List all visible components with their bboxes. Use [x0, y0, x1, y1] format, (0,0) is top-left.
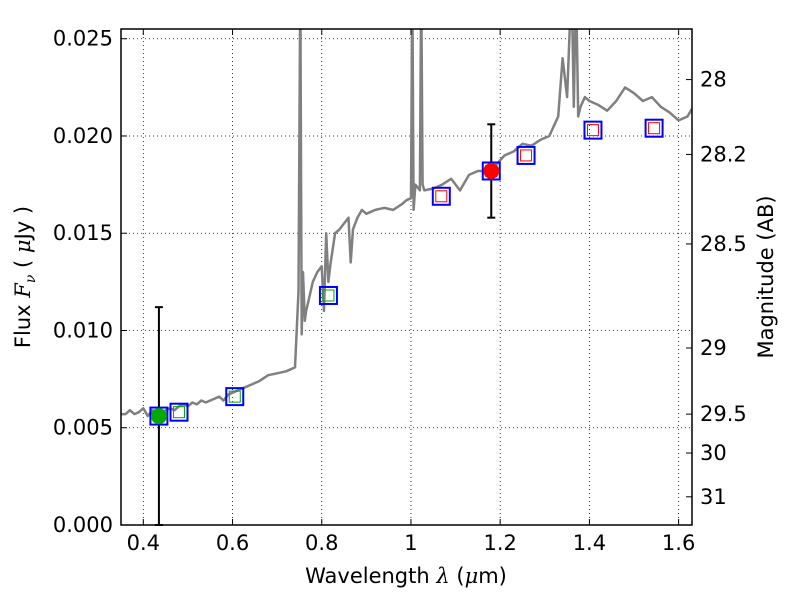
model-point-square [644, 118, 664, 138]
x-tick-label: 0.4 [127, 531, 160, 555]
observed-point [150, 408, 167, 425]
x-tick-label: 1.6 [662, 531, 695, 555]
model-point-square [169, 402, 189, 422]
y2-tick-label: 29 [700, 336, 727, 360]
x-tick-label: 0.8 [305, 531, 338, 555]
model-point-square [516, 145, 536, 165]
y2-tick-labels: 28 28.2 28.5 29 29.5 30 31 [700, 68, 747, 509]
model-point-square [583, 120, 603, 140]
y2-tick-label: 28.5 [700, 232, 747, 256]
x-tick-label: 1.4 [573, 531, 606, 555]
y-tick-label: 0.020 [53, 124, 113, 148]
y2-tick-label: 30 [700, 441, 727, 465]
model-point-inner [322, 289, 335, 302]
grid-lines [121, 29, 692, 526]
model-point-inner [172, 406, 185, 419]
model-point-inner [435, 190, 448, 203]
model-point-square [318, 285, 338, 305]
model-point-inner [228, 390, 241, 403]
model-point-inner [520, 149, 533, 162]
plot-frame [120, 28, 693, 526]
x-tick-label: 1.2 [483, 531, 516, 555]
model-point-inner [648, 122, 661, 135]
model-point-square [149, 406, 169, 426]
y-tick-label: 0.015 [53, 221, 113, 245]
y2-axis-label: Magnitude (AB) [754, 195, 778, 358]
y-tick-labels: 0.000 0.005 0.010 0.015 0.020 0.025 [53, 27, 113, 537]
y-tick-label: 0.010 [53, 318, 113, 342]
model-point-square [431, 186, 451, 206]
spectrum-line [121, 29, 692, 420]
model-point-square [481, 161, 501, 181]
x-tick-label: 1 [404, 531, 417, 555]
axis-ticks [121, 29, 692, 526]
y-tick-label: 0.025 [53, 27, 113, 51]
series-layer [121, 29, 692, 420]
y-axis-label: Flux Fν ( μJy ) [11, 206, 39, 348]
y2-tick-label: 31 [700, 485, 727, 509]
observed-point [483, 162, 500, 179]
x-tick-labels: 0.4 0.6 0.8 1 1.2 1.4 1.6 [127, 531, 696, 555]
x-axis-label: Wavelength λ (μm) [305, 564, 507, 588]
y-tick-label: 0.000 [53, 513, 113, 537]
y2-tick-label: 29.5 [700, 402, 747, 426]
model-point-inner [586, 124, 599, 137]
x-tick-label: 0.6 [216, 531, 249, 555]
marker-layer [149, 118, 664, 426]
y-tick-label: 0.005 [53, 416, 113, 440]
model-point-square [225, 387, 245, 407]
y2-tick-label: 28 [700, 68, 727, 92]
y2-tick-label: 28.2 [700, 142, 747, 166]
